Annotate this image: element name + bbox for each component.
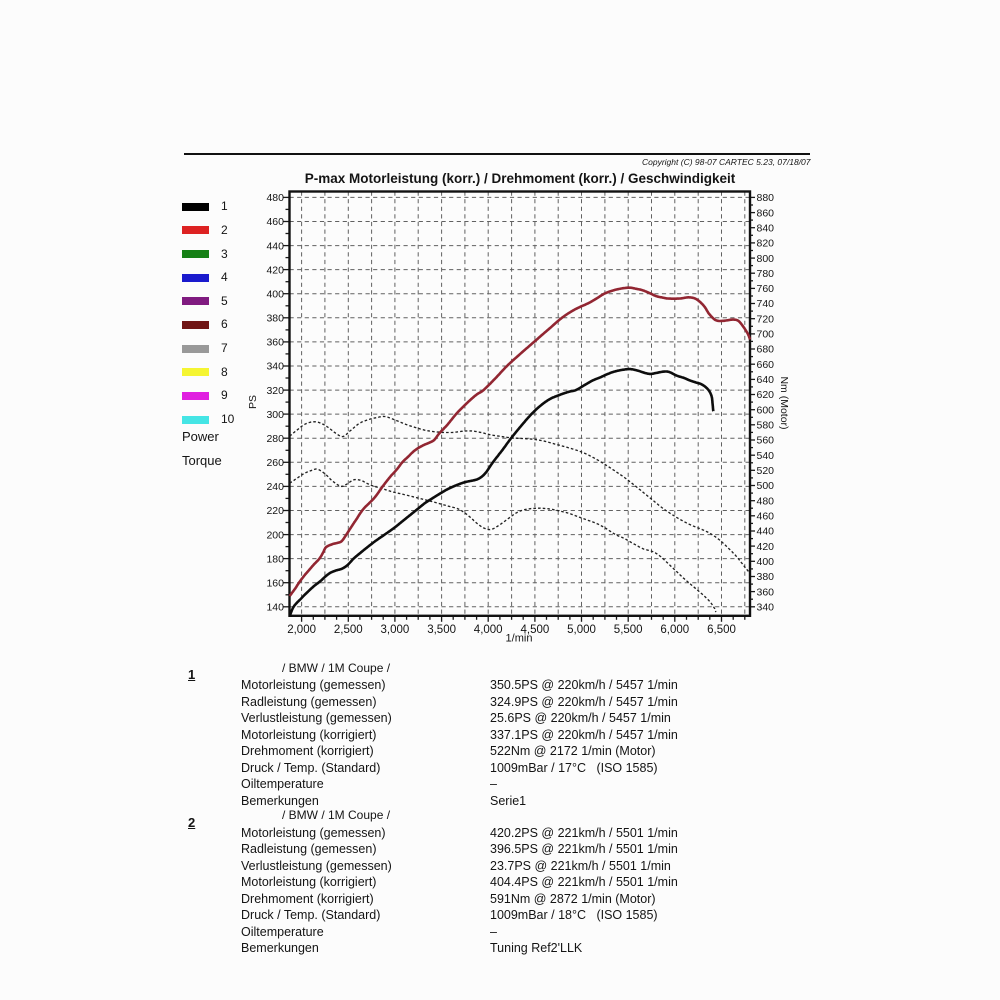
svg-text:460: 460	[266, 216, 284, 228]
svg-text:260: 260	[266, 457, 284, 469]
svg-text:160: 160	[266, 577, 284, 589]
svg-text:740: 740	[757, 298, 775, 310]
svg-text:520: 520	[757, 465, 775, 477]
svg-text:1/min: 1/min	[506, 633, 533, 645]
svg-text:560: 560	[757, 435, 775, 447]
svg-text:580: 580	[757, 420, 775, 432]
svg-text:420: 420	[266, 264, 284, 276]
svg-text:420: 420	[757, 541, 775, 553]
svg-text:Nm (Motor): Nm (Motor)	[778, 376, 790, 429]
svg-text:360: 360	[757, 586, 775, 598]
svg-text:440: 440	[757, 526, 775, 538]
svg-text:6,500: 6,500	[707, 624, 736, 636]
svg-text:280: 280	[266, 433, 284, 445]
svg-text:780: 780	[757, 268, 775, 280]
svg-text:PS: PS	[247, 395, 259, 409]
svg-text:360: 360	[266, 337, 284, 349]
svg-text:400: 400	[757, 556, 775, 568]
svg-text:760: 760	[757, 283, 775, 295]
svg-text:220: 220	[266, 505, 284, 517]
svg-text:180: 180	[266, 553, 284, 565]
svg-text:880: 880	[757, 192, 775, 204]
svg-text:800: 800	[757, 253, 775, 265]
svg-text:480: 480	[757, 495, 775, 507]
svg-text:680: 680	[757, 344, 775, 356]
svg-text:620: 620	[757, 389, 775, 401]
svg-text:4,500: 4,500	[521, 624, 550, 636]
svg-text:400: 400	[266, 288, 284, 300]
svg-text:5,000: 5,000	[567, 624, 596, 636]
svg-text:140: 140	[266, 602, 284, 614]
svg-text:860: 860	[757, 207, 775, 219]
svg-text:440: 440	[266, 240, 284, 252]
svg-text:240: 240	[266, 481, 284, 493]
svg-text:840: 840	[757, 222, 775, 234]
svg-text:480: 480	[266, 192, 284, 204]
svg-text:200: 200	[266, 529, 284, 541]
svg-text:3,000: 3,000	[381, 624, 410, 636]
svg-text:300: 300	[266, 409, 284, 421]
svg-text:540: 540	[757, 450, 775, 462]
svg-text:380: 380	[757, 571, 775, 583]
svg-text:700: 700	[757, 329, 775, 341]
svg-text:500: 500	[757, 480, 775, 492]
svg-text:460: 460	[757, 511, 775, 523]
svg-text:340: 340	[757, 602, 775, 614]
svg-text:640: 640	[757, 374, 775, 386]
svg-text:6,000: 6,000	[660, 624, 689, 636]
svg-text:600: 600	[757, 404, 775, 416]
svg-text:380: 380	[266, 313, 284, 325]
svg-text:3,500: 3,500	[427, 624, 456, 636]
svg-text:2,000: 2,000	[287, 624, 316, 636]
svg-text:720: 720	[757, 313, 775, 325]
svg-text:340: 340	[266, 361, 284, 373]
svg-text:5,500: 5,500	[614, 624, 643, 636]
svg-text:320: 320	[266, 385, 284, 397]
svg-text:660: 660	[757, 359, 775, 371]
svg-text:2,500: 2,500	[334, 624, 363, 636]
svg-text:820: 820	[757, 238, 775, 250]
svg-text:4,000: 4,000	[474, 624, 503, 636]
